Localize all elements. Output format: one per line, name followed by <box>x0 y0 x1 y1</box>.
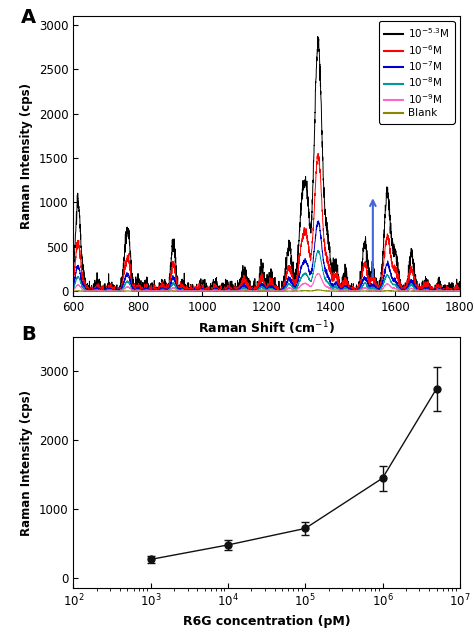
X-axis label: Raman Shift (cm$^{-1}$): Raman Shift (cm$^{-1}$) <box>198 319 335 336</box>
Y-axis label: Raman Intensity (cps): Raman Intensity (cps) <box>20 390 34 536</box>
Legend: $10^{-5.3}$M, $10^{-6}$M, $10^{-7}$M, $10^{-8}$M, $10^{-9}$M, Blank: $10^{-5.3}$M, $10^{-6}$M, $10^{-7}$M, $1… <box>379 21 455 123</box>
X-axis label: R6G concentration (pM): R6G concentration (pM) <box>183 615 350 628</box>
Y-axis label: Raman Intensity (cps): Raman Intensity (cps) <box>20 83 34 229</box>
Text: A: A <box>21 8 36 27</box>
Text: B: B <box>21 324 36 343</box>
